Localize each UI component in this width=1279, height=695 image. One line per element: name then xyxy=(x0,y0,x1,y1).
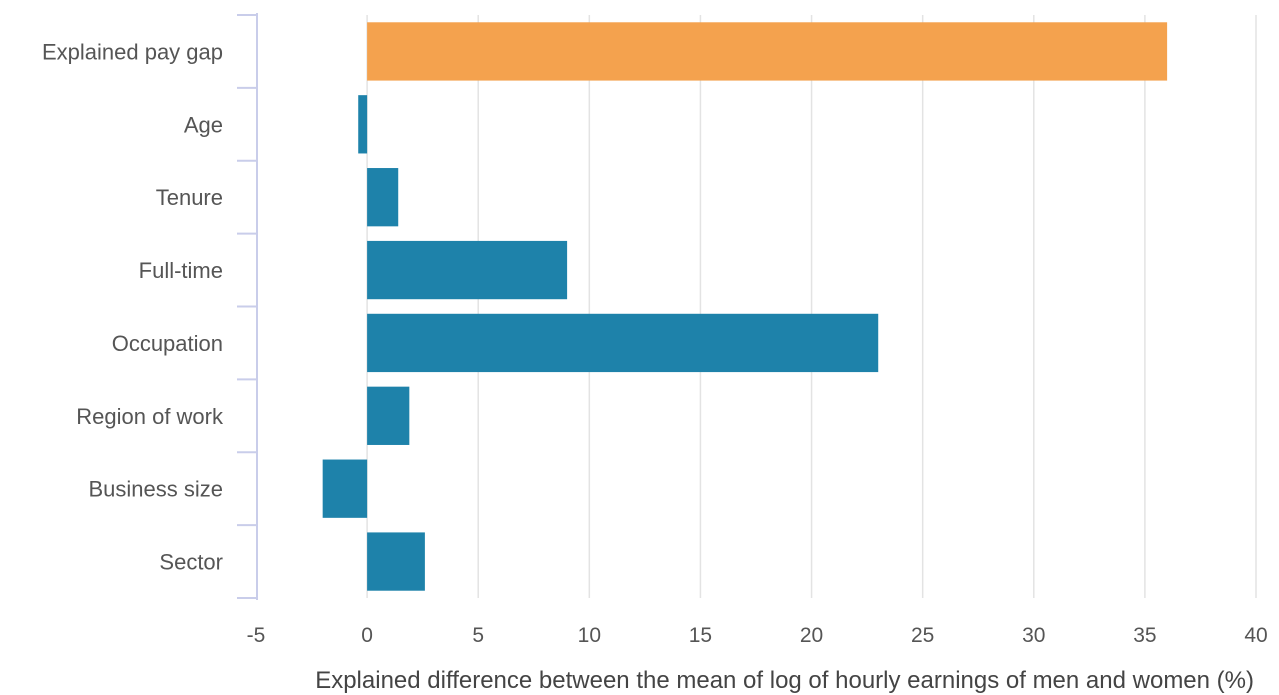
x-tick-label: 20 xyxy=(800,624,823,647)
x-tick-label: 35 xyxy=(1133,624,1156,647)
bar-business-size xyxy=(322,459,368,518)
y-axis-ticks xyxy=(237,14,257,599)
category-label: Occupation xyxy=(112,331,223,356)
x-tick-label: 0 xyxy=(361,624,373,647)
x-tick-label: 15 xyxy=(689,624,712,647)
x-tick-label: -5 xyxy=(247,624,266,647)
x-tick-label: 25 xyxy=(911,624,934,647)
bar-age xyxy=(358,95,368,154)
x-tick-label: 30 xyxy=(1022,624,1045,647)
category-label: Full-time xyxy=(139,258,223,283)
x-axis-title: Explained difference between the mean of… xyxy=(315,667,1254,694)
x-tick-label: 40 xyxy=(1244,624,1267,647)
bar-region-of-work xyxy=(367,386,410,445)
category-labels: Explained pay gap Age Tenure Full-time Occup… xyxy=(42,39,224,574)
bar-explained-pay-gap xyxy=(367,22,1168,81)
bar-tenure xyxy=(367,168,399,227)
category-label: Tenure xyxy=(156,185,223,210)
category-label: Region of work xyxy=(76,404,224,429)
x-tick-labels: -5 0 5 10 15 20 25 30 35 40 xyxy=(247,624,1268,647)
x-tick-label: 10 xyxy=(578,624,601,647)
grid-lines xyxy=(366,15,1257,598)
category-label: Sector xyxy=(159,550,223,575)
bar-occupation xyxy=(367,313,879,373)
bar-sector xyxy=(367,532,425,591)
category-label: Explained pay gap xyxy=(42,39,223,64)
category-label: Business size xyxy=(88,477,223,502)
x-tick-label: 5 xyxy=(472,624,484,647)
category-label: Age xyxy=(184,112,223,137)
bar-full-time xyxy=(367,240,568,300)
bars xyxy=(322,22,1168,591)
